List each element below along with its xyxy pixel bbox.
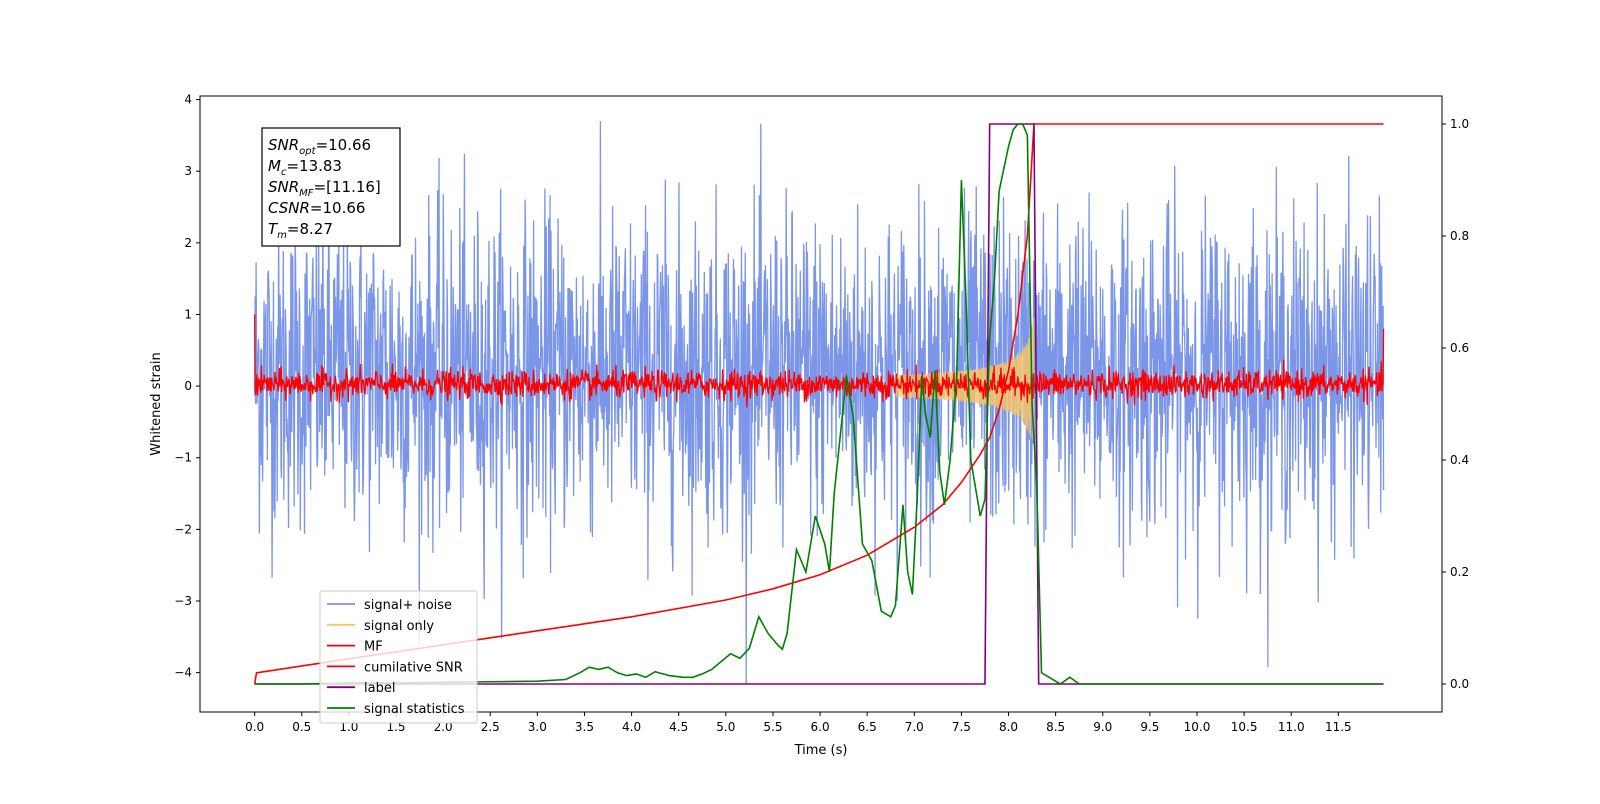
x-tick-label: 2.5 (481, 720, 500, 734)
x-tick-label: 6.0 (811, 720, 830, 734)
x-tick-label: 0.0 (245, 720, 264, 734)
stats-annotation-line: SNRopt=10.66 (268, 136, 371, 157)
stats-value: =8.27 (287, 220, 333, 238)
x-tick-label: 3.0 (528, 720, 547, 734)
y-tick-label: −3 (174, 594, 192, 608)
y2-tick-label: 0.6 (1450, 341, 1469, 355)
stats-annotation-line: CSNR=10.66 (268, 199, 365, 217)
legend-label: signal+ noise (364, 598, 452, 613)
x-tick-label: 4.5 (669, 720, 688, 734)
legend-label: MF (364, 640, 383, 655)
stats-value: =10.66 (310, 199, 366, 217)
y2-tick-label: 0.2 (1450, 565, 1469, 579)
x-tick-label: 11.5 (1325, 720, 1352, 734)
stats-subscript: opt (299, 146, 316, 157)
stats-symbol: CSNR (268, 199, 310, 217)
stats-value: =[11.16] (314, 178, 381, 196)
x-tick-label: 3.5 (575, 720, 594, 734)
x-axis-label: Time (s) (794, 743, 848, 758)
y2-tick-label: 1.0 (1450, 117, 1469, 131)
x-tick-label: 5.5 (763, 720, 782, 734)
stats-annotation-line: SNRMF=[11.16] (268, 178, 381, 199)
legend: signal+ noise signal only MF cumilative SNR… (320, 591, 477, 723)
stats-annotation-line: Mc=13.83 (268, 157, 342, 178)
y2-tick-label: 0.4 (1450, 453, 1469, 467)
x-tick-label: 9.5 (1140, 720, 1159, 734)
legend-label: signal statistics (364, 702, 465, 717)
y-tick-label: 3 (184, 164, 192, 178)
x-tick-label: 8.5 (1046, 720, 1065, 734)
x-tick-label: 9.0 (1093, 720, 1112, 734)
stats-symbol: M (268, 157, 281, 175)
x-tick-label: 10.5 (1231, 720, 1258, 734)
y-tick-label: 1 (184, 307, 192, 321)
stats-value: =13.83 (286, 157, 342, 175)
y2-tick-label: 0.0 (1450, 677, 1469, 691)
stats-subscript: m (277, 230, 287, 241)
y-tick-label: −1 (174, 451, 192, 465)
stats-subscript: MF (299, 188, 314, 199)
y2-tick-label: 0.8 (1450, 229, 1469, 243)
x-tick-label: 7.5 (952, 720, 971, 734)
y-axis-label: Whitened strain (149, 352, 164, 455)
legend-label: signal only (364, 619, 434, 634)
x-tick-label: 7.0 (905, 720, 924, 734)
legend-label: label (364, 681, 395, 696)
x-tick-label: 4.0 (622, 720, 641, 734)
x-tick-label: 11.0 (1278, 720, 1305, 734)
x-tick-label: 6.5 (858, 720, 877, 734)
y-tick-label: −4 (174, 666, 192, 680)
stats-symbol: SNR (268, 136, 299, 154)
stats-symbol: SNR (268, 178, 299, 196)
x-tick-label: 8.0 (999, 720, 1018, 734)
x-tick-label: 5.0 (716, 720, 735, 734)
y-tick-label: −2 (174, 522, 192, 536)
x-tick-label: 10.0 (1184, 720, 1211, 734)
x-tick-label: 0.5 (292, 720, 311, 734)
stats-value: =10.66 (316, 136, 372, 154)
y-tick-label: 4 (184, 93, 192, 107)
y-tick-label: 2 (184, 236, 192, 250)
stats-annotation: SNRopt=10.66Mc=13.83SNRMF=[11.16]CSNR=10… (262, 128, 400, 246)
legend-label: cumilative SNR (364, 660, 463, 675)
y-tick-label: 0 (184, 379, 192, 393)
